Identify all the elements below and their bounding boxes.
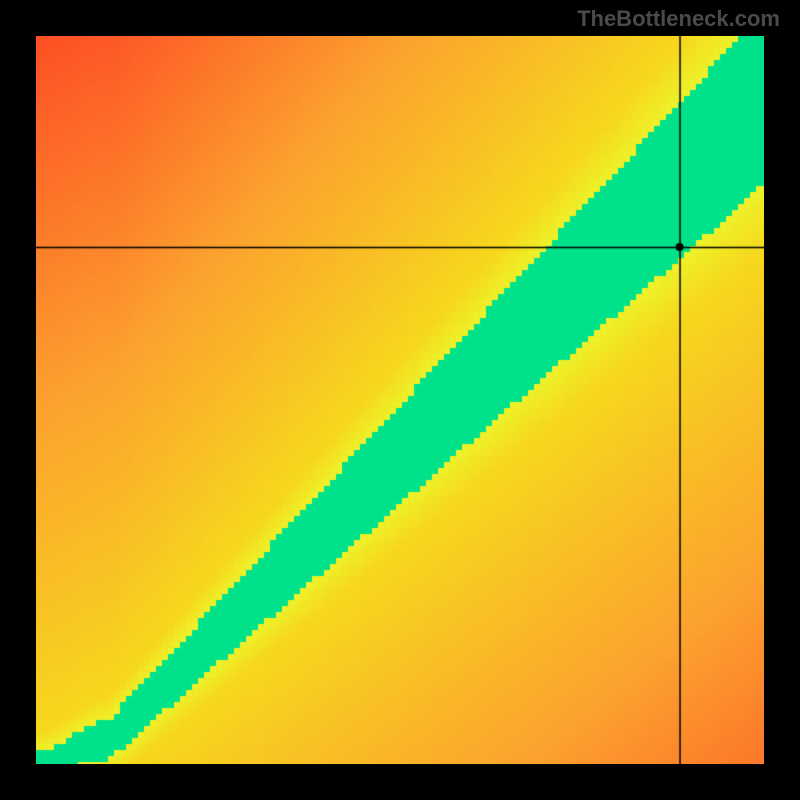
attribution-text: TheBottleneck.com — [577, 6, 780, 32]
bottleneck-heatmap — [36, 36, 764, 764]
chart-frame: TheBottleneck.com — [0, 0, 800, 800]
heatmap-canvas — [36, 36, 764, 764]
